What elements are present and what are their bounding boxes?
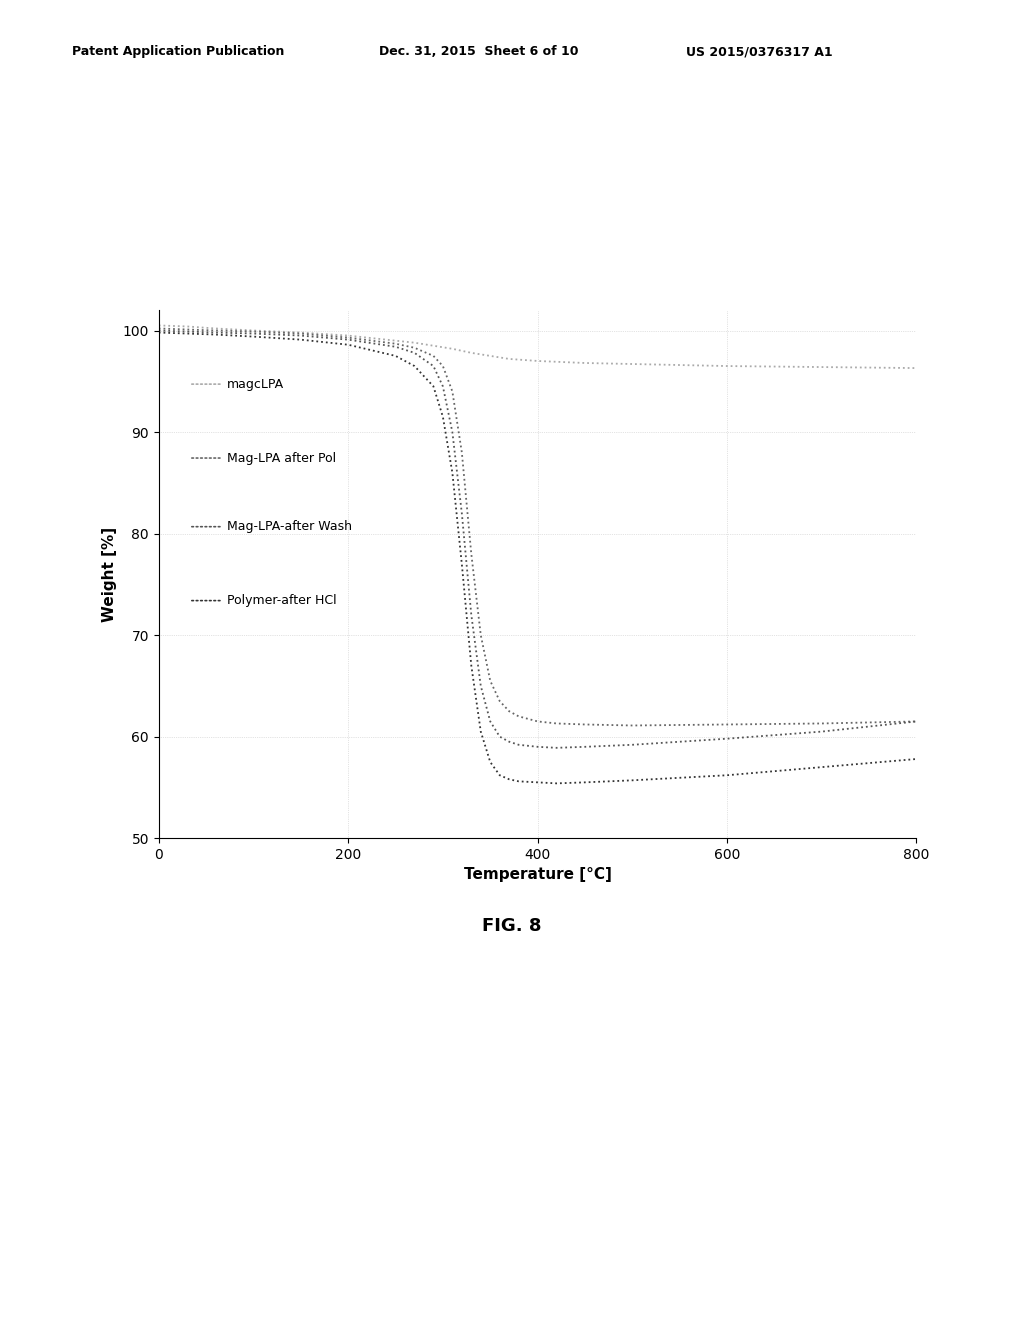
Text: FIG. 8: FIG. 8 (482, 916, 542, 935)
Text: Dec. 31, 2015  Sheet 6 of 10: Dec. 31, 2015 Sheet 6 of 10 (379, 45, 579, 58)
X-axis label: Temperature [°C]: Temperature [°C] (464, 867, 611, 883)
Y-axis label: Weight [%]: Weight [%] (102, 527, 117, 622)
Text: Patent Application Publication: Patent Application Publication (72, 45, 284, 58)
Text: US 2015/0376317 A1: US 2015/0376317 A1 (686, 45, 833, 58)
Text: Mag-LPA-after Wash: Mag-LPA-after Wash (227, 520, 352, 533)
Text: magcLPA: magcLPA (227, 378, 284, 391)
Text: Mag-LPA after Pol: Mag-LPA after Pol (227, 451, 336, 465)
Text: Polymer-after HCl: Polymer-after HCl (227, 594, 337, 607)
